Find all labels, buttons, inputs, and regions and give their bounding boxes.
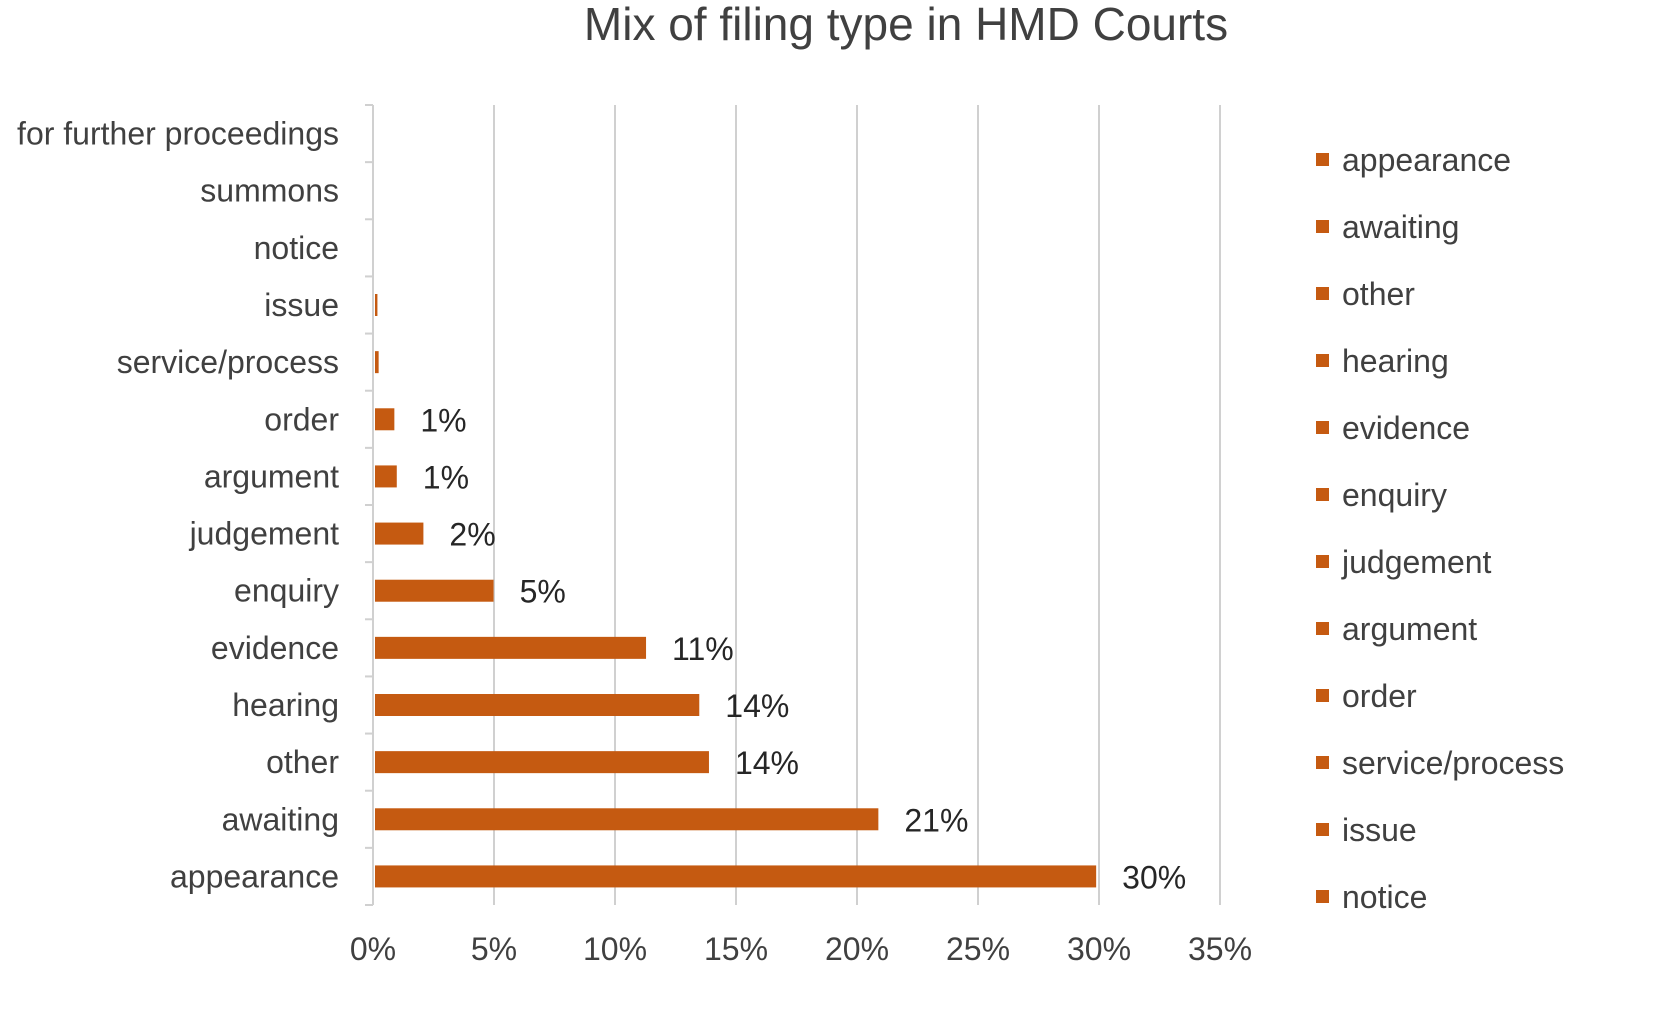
bars [375, 294, 1097, 888]
legend-entry: appearance [1342, 142, 1511, 178]
x-tick-label: 0% [350, 931, 396, 967]
legend-swatch [1316, 220, 1329, 233]
legend-swatch [1316, 622, 1329, 635]
category-label: enquiry [234, 573, 339, 609]
legend-swatch [1316, 555, 1329, 568]
gridlines [493, 105, 1221, 905]
legend-entry: argument [1342, 611, 1477, 647]
legend: appearance awaiting other hearing evidence en… [1316, 142, 1564, 915]
category-label: judgement [189, 516, 340, 552]
bar-argument [375, 465, 397, 488]
data-label: 14% [725, 688, 789, 724]
chart-title: Mix of filing type in HMD Courts [584, 0, 1228, 50]
x-tick-label: 5% [471, 931, 517, 967]
category-label: for further proceedings [17, 116, 339, 152]
bar-enquiry [375, 579, 494, 602]
bar-service-process [375, 351, 379, 374]
x-tick-label: 15% [704, 931, 768, 967]
bar-order [375, 408, 395, 431]
category-label: order [264, 401, 339, 437]
x-tick-label: 25% [946, 931, 1010, 967]
bar-evidence [375, 636, 647, 659]
legend-entry: awaiting [1342, 209, 1459, 245]
data-label: 1% [420, 402, 466, 438]
legend-swatch [1316, 823, 1329, 836]
legend-entry: judgement [1341, 544, 1492, 580]
data-label: 14% [735, 745, 799, 781]
bar-other [375, 751, 709, 774]
category-label: evidence [211, 630, 339, 666]
bar-appearance [375, 865, 1097, 888]
category-label: other [266, 744, 339, 780]
legend-entry: service/process [1342, 745, 1564, 781]
bar-awaiting [375, 808, 879, 831]
legend-entry: other [1342, 276, 1415, 312]
category-label: hearing [232, 687, 339, 723]
x-tick-label: 35% [1188, 931, 1252, 967]
data-label: 2% [449, 517, 495, 553]
axes: 0% 5% 10% 15% 20% 25% 30% 35%for further procee… [17, 104, 1252, 967]
category-label: appearance [170, 858, 339, 894]
legend-swatch [1316, 488, 1329, 501]
category-label: summons [200, 173, 339, 209]
legend-swatch [1316, 153, 1329, 166]
legend-swatch [1316, 756, 1329, 769]
category-label: issue [264, 287, 339, 323]
legend-swatch [1316, 421, 1329, 434]
legend-entry: notice [1342, 879, 1427, 915]
legend-entry: evidence [1342, 410, 1470, 446]
data-label: 11% [672, 631, 734, 667]
x-tick-label: 20% [825, 931, 889, 967]
category-label: argument [204, 458, 339, 494]
data-label: 1% [423, 459, 469, 495]
category-label: awaiting [222, 801, 339, 837]
category-label: notice [254, 230, 339, 266]
legend-entry: order [1342, 678, 1417, 714]
legend-entry: enquiry [1342, 477, 1447, 513]
bar-judgement [375, 522, 424, 545]
legend-swatch [1316, 689, 1329, 702]
x-tick-label: 30% [1067, 931, 1131, 967]
legend-entry: hearing [1342, 343, 1449, 379]
legend-swatch [1316, 287, 1329, 300]
legend-swatch [1316, 354, 1329, 367]
bar-issue [375, 294, 378, 316]
data-labels: 1% 1% 2% 5% 11% 14% 14% 21% 30% [420, 402, 1186, 895]
data-label: 21% [904, 802, 968, 838]
data-label: 5% [520, 574, 566, 610]
legend-entry: issue [1342, 812, 1417, 848]
bar-hearing [375, 694, 700, 716]
data-label: 30% [1122, 859, 1186, 895]
category-label: service/process [117, 344, 339, 380]
x-tick-label: 10% [583, 931, 647, 967]
legend-swatch [1316, 890, 1329, 903]
